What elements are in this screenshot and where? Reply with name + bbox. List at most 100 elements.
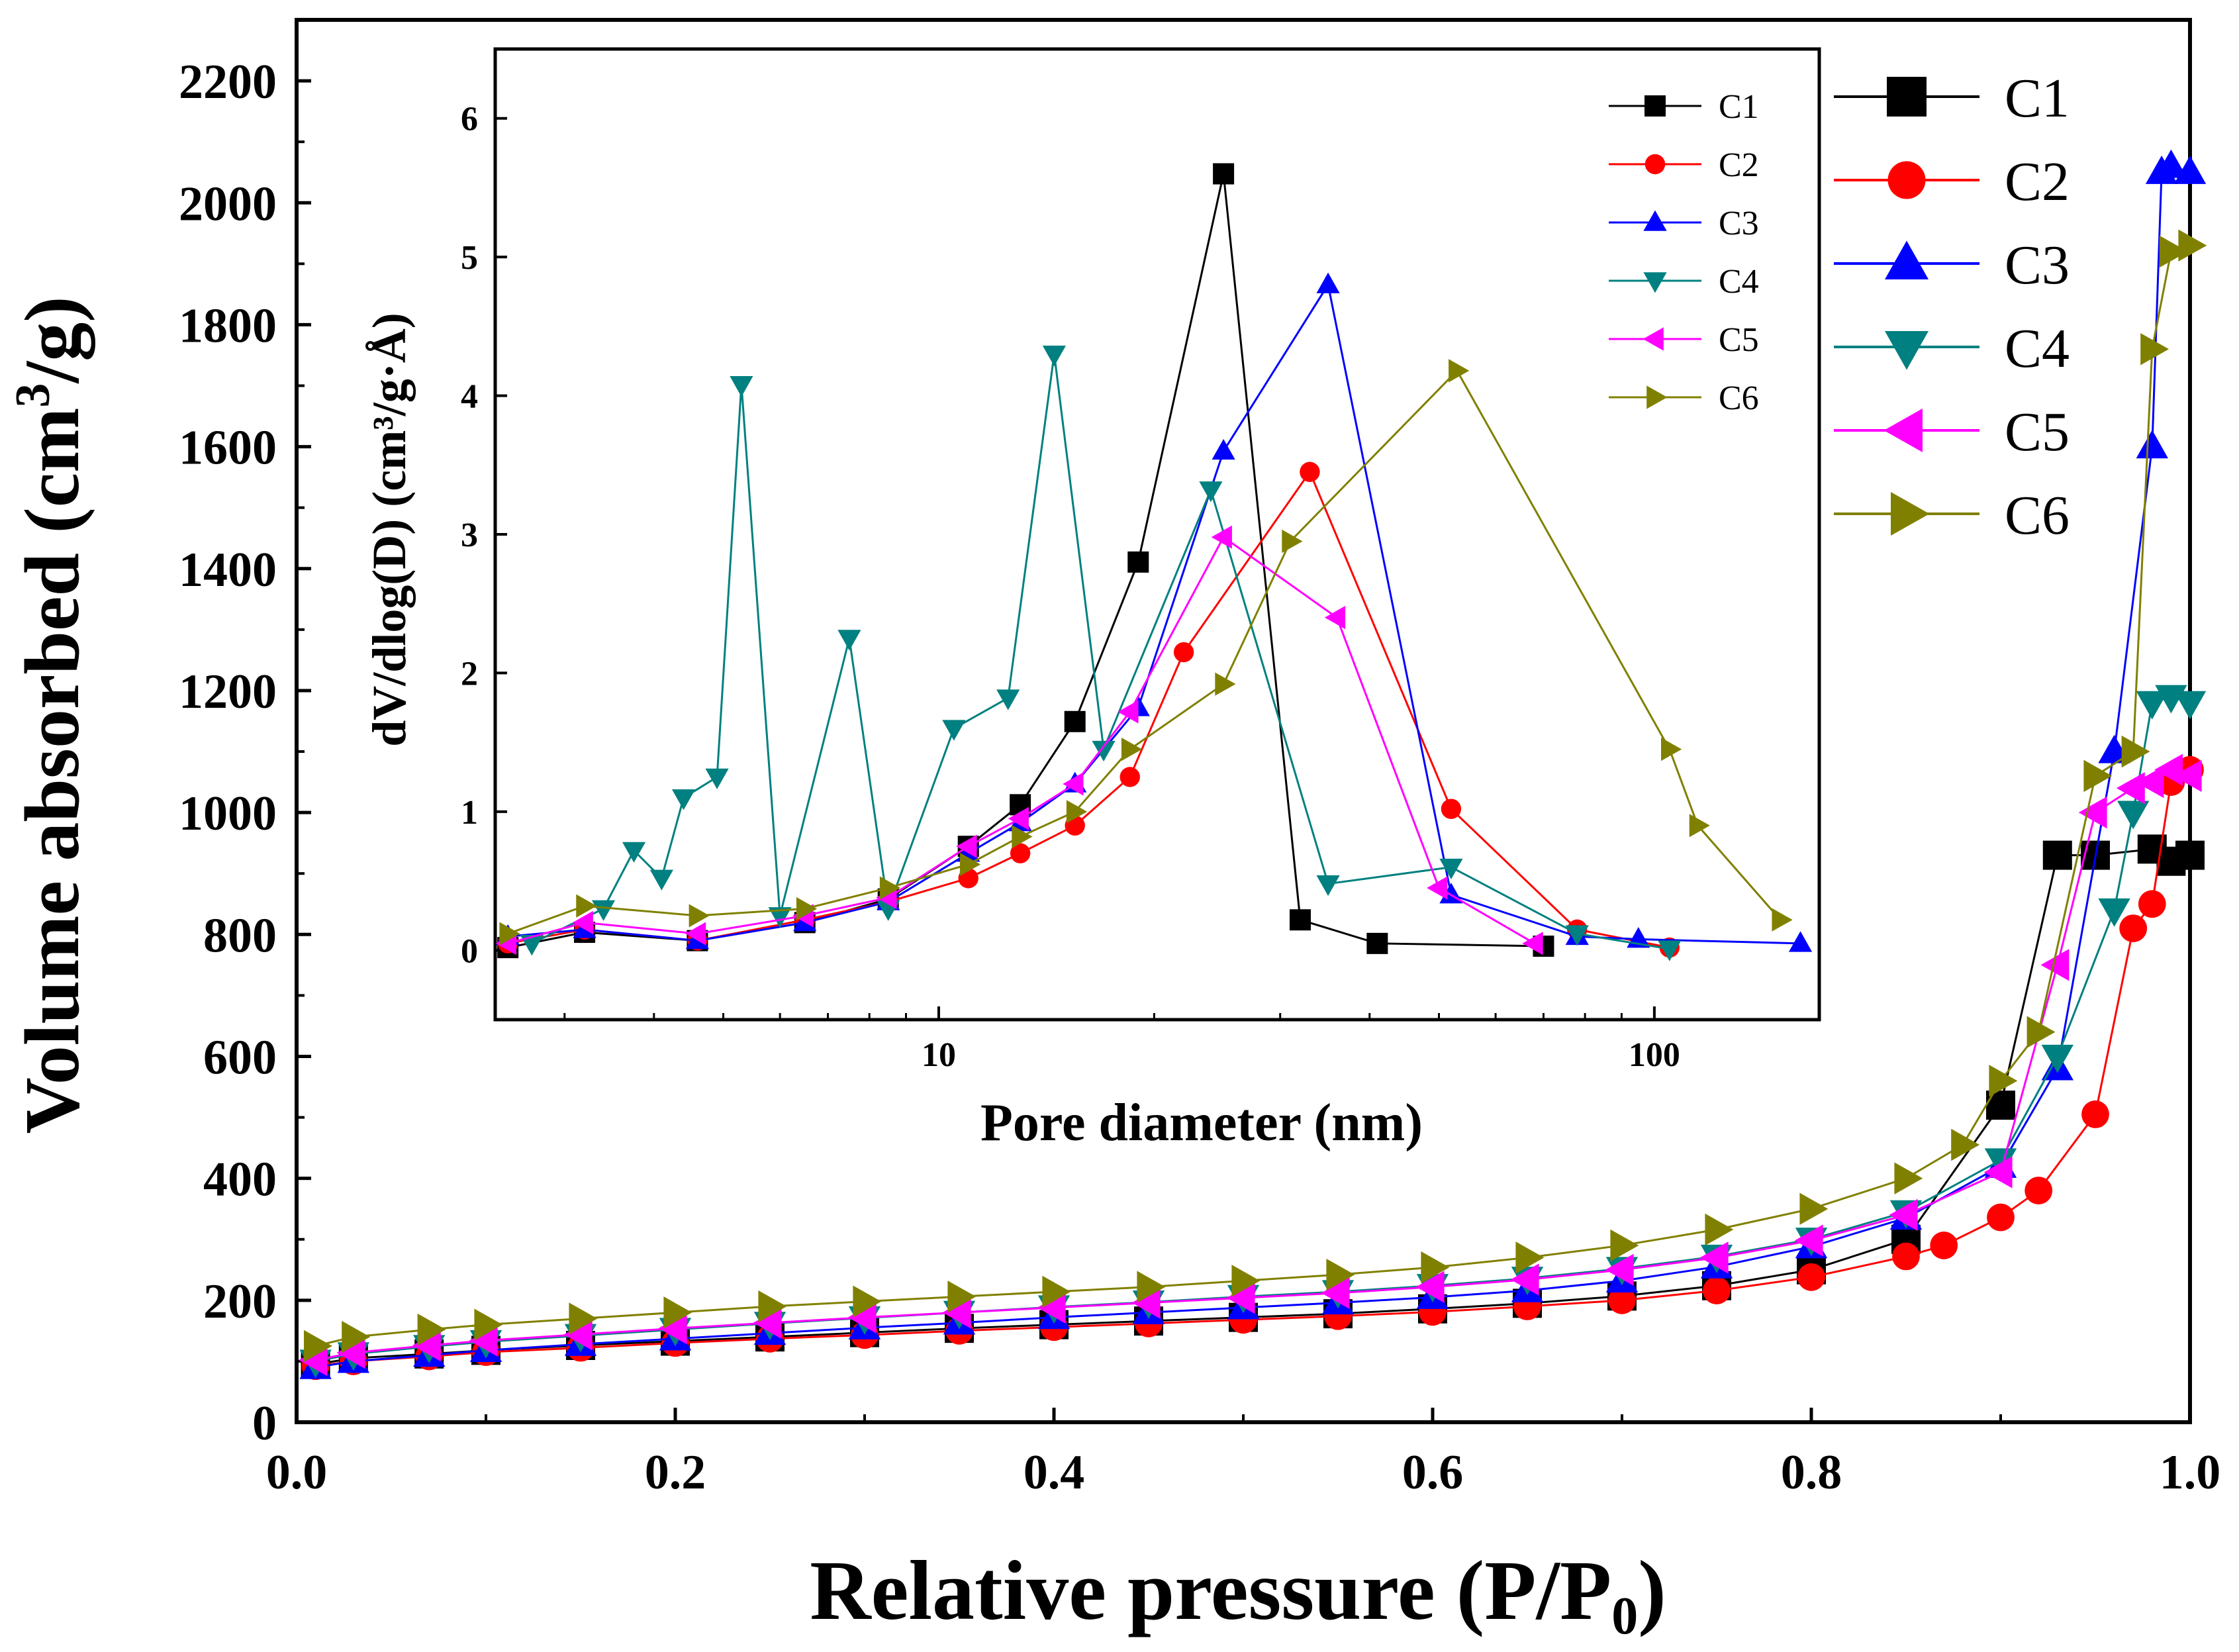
main-legend-item-c5: C5 <box>1834 401 2070 463</box>
inset-data-point <box>1366 932 1388 954</box>
inset-legend: C1 C2 C3 C4 C5 C6 <box>1609 88 1759 417</box>
main-y-tick-label: 1400 <box>179 543 277 597</box>
inset-data-point <box>1689 814 1710 838</box>
inset-y-axis-title: dV/dlog(D) (cm³/g·Å) <box>363 313 416 747</box>
inset-y-tick-label: 6 <box>461 101 478 138</box>
main-legend-item-c3: C3 <box>1834 234 2070 296</box>
inset-legend-label: C5 <box>1719 321 1759 359</box>
inset-data-point <box>1063 772 1084 796</box>
inset-data-point <box>689 904 710 928</box>
inset-data-point <box>572 910 593 934</box>
inset-data-point <box>685 922 706 946</box>
main-legend-marker <box>1891 492 1930 536</box>
main-series-line <box>315 769 2191 1361</box>
main-data-point <box>2135 765 2164 799</box>
main-data-point <box>563 1318 593 1351</box>
inset-data-point <box>959 852 981 877</box>
main-data-point <box>2098 898 2130 927</box>
main-data-point <box>2042 840 2072 870</box>
main-legend: C1 C2 C3 C4 C5 C6 <box>1834 68 2070 546</box>
inset-data-point <box>1215 672 1236 696</box>
inset-data-point <box>1788 931 1813 952</box>
inset-data-point <box>1289 909 1311 931</box>
inset-data-point <box>671 789 696 810</box>
main-data-point <box>758 1290 787 1323</box>
inset-data-point <box>1064 710 1086 732</box>
inset-x-tick-label: 100 <box>1629 1036 1680 1074</box>
inset-data-point <box>1092 740 1116 762</box>
main-series-c6 <box>304 229 2207 1363</box>
inset-data-point <box>622 842 646 863</box>
inset-y-tick-label: 4 <box>461 378 478 416</box>
main-data-point <box>1326 1258 1355 1291</box>
main-x-ticks: 0.0 0.2 0.4 0.6 0.8 1.0 <box>266 1408 2220 1500</box>
inset-data-point <box>1173 642 1194 663</box>
main-y-axis-title-text: Volume absorbed (cm <box>9 408 95 1134</box>
inset-data-point <box>837 630 861 651</box>
main-data-point <box>2078 796 2107 829</box>
main-y-tick-label: 1000 <box>179 787 277 841</box>
main-data-point <box>1703 1277 1731 1304</box>
inset-legend-marker <box>1643 272 1667 293</box>
inset-data-point <box>1316 875 1340 897</box>
main-data-point <box>474 1308 503 1341</box>
inset-legend-item-c5: C5 <box>1609 321 1759 359</box>
main-x-axis-title-text: Relative pressure (P/P <box>810 1543 1611 1637</box>
main-x-tick-label: 0.8 <box>1781 1445 1842 1500</box>
inset-data-point <box>499 922 520 946</box>
inset-legend-item-c3: C3 <box>1609 205 1759 242</box>
inset-data-point <box>730 376 753 397</box>
main-data-point <box>2138 890 2166 918</box>
main-data-point <box>1930 1232 1958 1259</box>
main-series-c5 <box>299 753 2202 1377</box>
main-data-point <box>1226 1281 1255 1314</box>
inset-data-point <box>1439 858 1463 880</box>
inset-y-tick-label: 5 <box>461 239 478 277</box>
inset-legend-label: C1 <box>1719 88 1759 126</box>
inset-data-point <box>1010 843 1031 863</box>
main-data-point <box>336 1336 365 1369</box>
inset-data-point <box>1120 767 1140 787</box>
inset-data-point <box>1324 606 1346 630</box>
inset-plot: 0 1 2 3 4 5 6 10 100 Pore diameter (nm) dV/dlog… <box>363 47 1821 1152</box>
main-y-tick-label: 2000 <box>179 177 277 231</box>
main-data-point <box>1608 1286 1636 1314</box>
main-data-point <box>1421 1251 1450 1284</box>
main-legend-marker <box>1885 240 1929 279</box>
main-data-point <box>1042 1275 1071 1308</box>
inset-data-point <box>1008 806 1029 830</box>
inset-data-point <box>1212 438 1235 460</box>
main-data-point <box>2173 759 2202 793</box>
inset-data-point <box>705 768 729 789</box>
main-data-point <box>1797 1263 1825 1291</box>
inset-legend-label: C6 <box>1719 379 1759 417</box>
main-data-point <box>2081 1100 2109 1128</box>
main-data-point <box>1515 1241 1545 1274</box>
inset-data-point <box>879 876 901 900</box>
main-data-point <box>2173 155 2207 184</box>
inset-y-tick-label: 2 <box>461 655 478 693</box>
main-data-point <box>2140 333 2169 365</box>
main-legend-label: C1 <box>2005 68 2070 129</box>
main-y-tick-label: 2200 <box>179 55 277 109</box>
inset-legend-item-c2: C2 <box>1609 146 1759 184</box>
inset-x-axis-title: Pore diameter (nm) <box>980 1094 1423 1152</box>
inset-data-point <box>1118 700 1139 724</box>
inset-x-tick-label: 10 <box>922 1036 956 1074</box>
main-data-point <box>1415 1271 1445 1303</box>
main-data-point <box>2155 149 2187 178</box>
main-data-point <box>304 1330 332 1363</box>
main-data-point <box>1984 1148 2017 1177</box>
inset-data-point <box>1012 824 1033 849</box>
main-legend-label: C5 <box>2005 401 2070 463</box>
main-data-point <box>2121 735 2150 768</box>
main-data-point <box>2154 753 2183 786</box>
main-data-point <box>1610 1229 1639 1262</box>
main-data-point <box>1894 1162 1923 1194</box>
inset-data-point <box>1300 462 1320 482</box>
main-data-point <box>2026 1016 2056 1048</box>
main-data-point <box>2025 1177 2053 1204</box>
inset-data-point <box>1661 738 1682 761</box>
inset-data-point <box>956 834 977 858</box>
inset-series-group <box>495 163 1813 961</box>
